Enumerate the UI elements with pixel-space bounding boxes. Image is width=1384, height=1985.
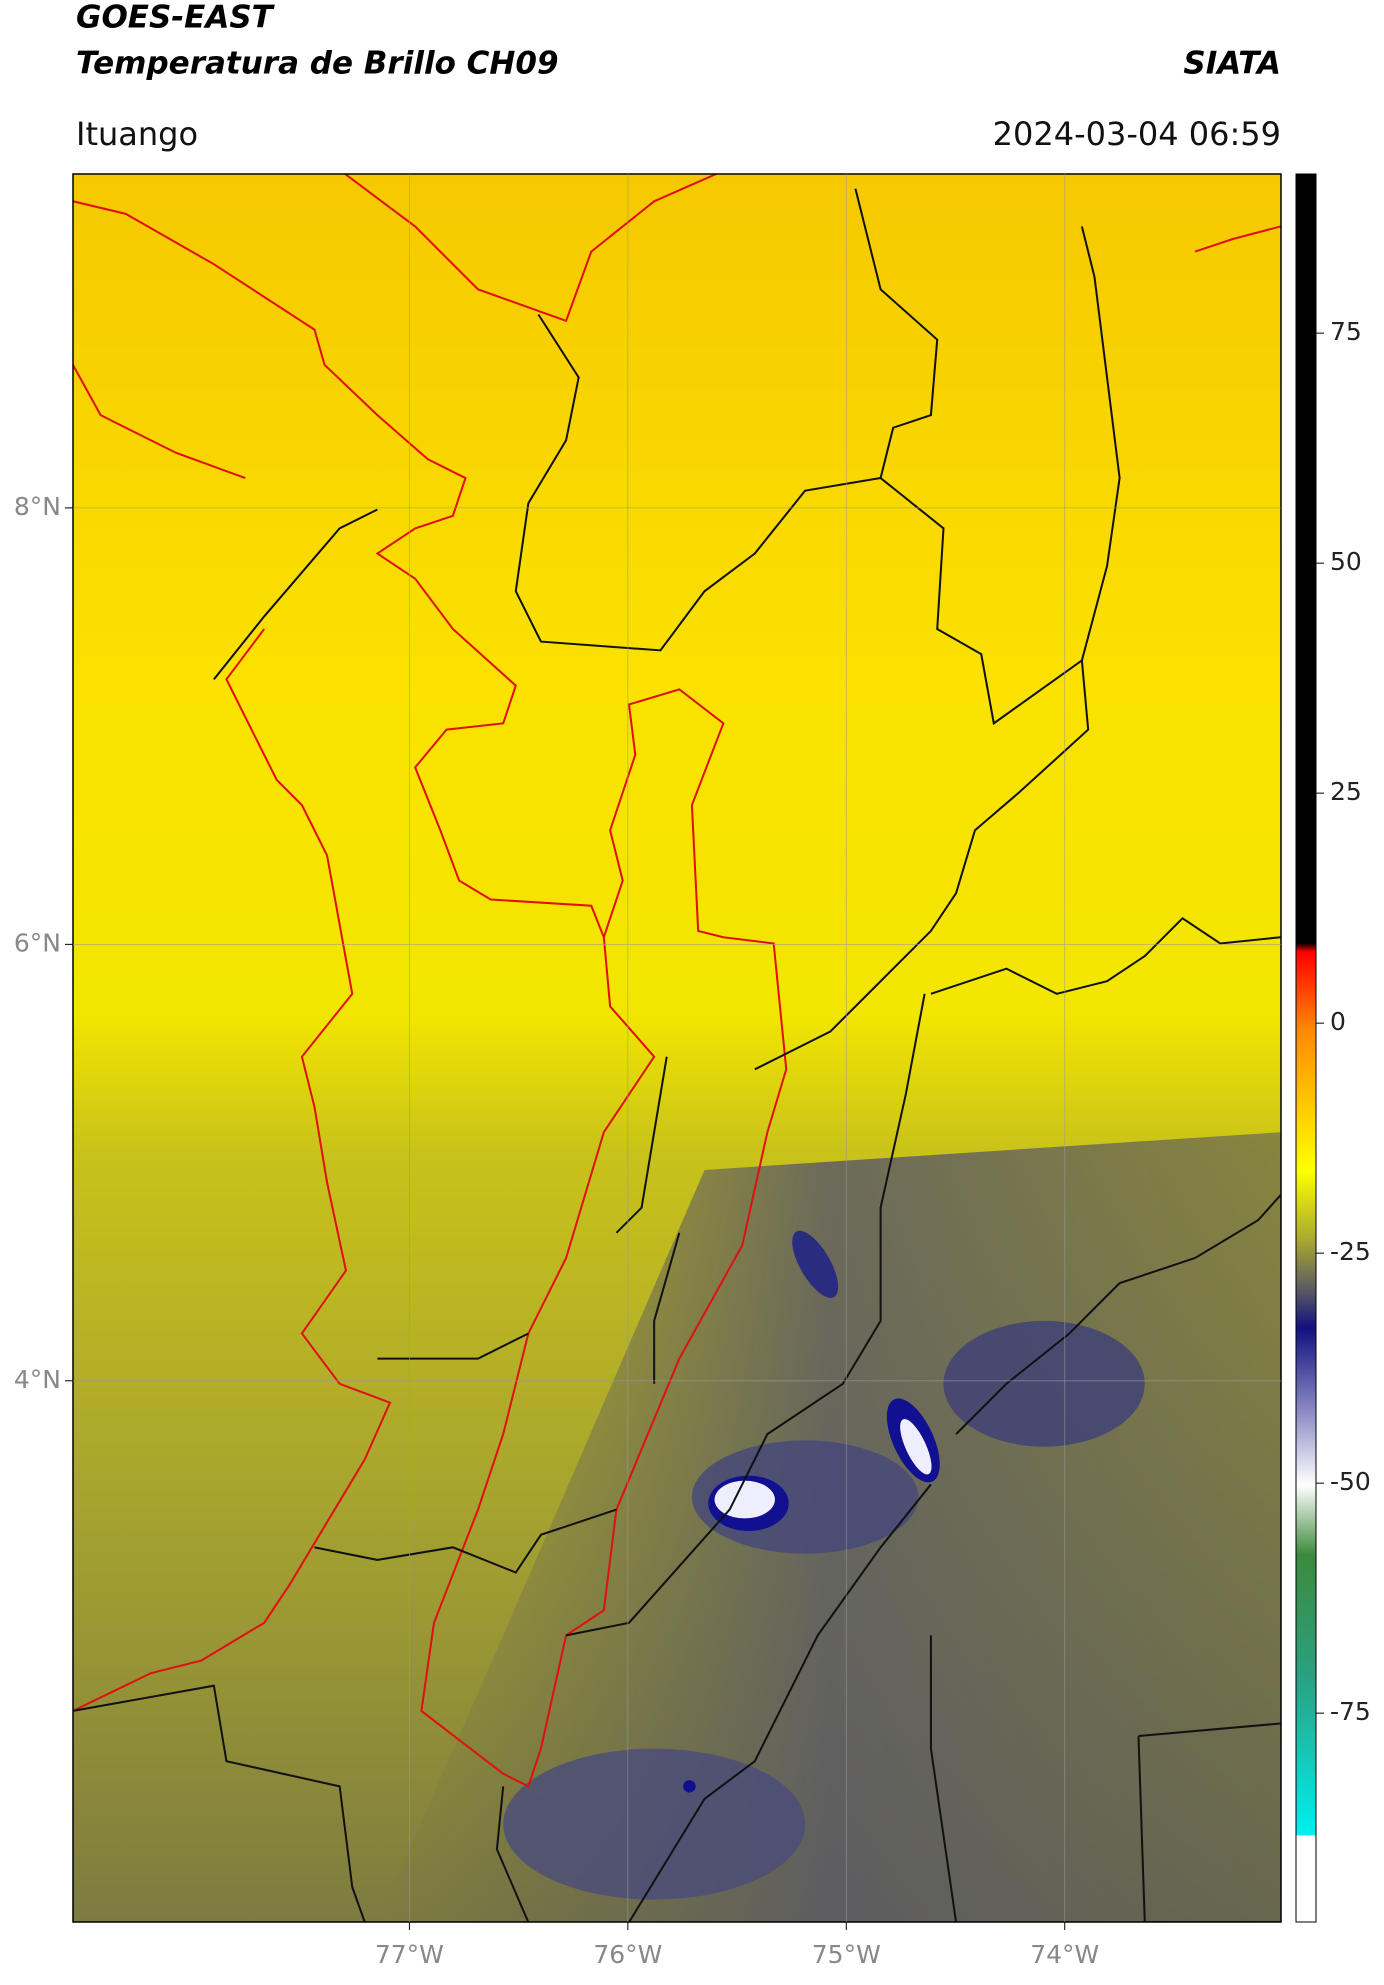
x-tick-label: 75°W	[812, 1940, 881, 1969]
subtitle: Temperatura de Brillo CH09	[76, 46, 559, 82]
colorbar-tick-label: -25	[1330, 1237, 1371, 1266]
map	[73, 174, 1281, 1922]
source: SIATA	[1183, 46, 1281, 82]
x-tick-label: 76°W	[593, 1940, 662, 1969]
colorbar-tick-label: 75	[1330, 317, 1362, 346]
colorbar-tick-label: 0	[1330, 1007, 1346, 1036]
x-tick-label: 77°W	[375, 1940, 444, 1969]
colorbar-tick-label: -75	[1330, 1697, 1371, 1726]
y-tick-label: 6°N	[14, 928, 61, 957]
colorbar-tick-label: 25	[1330, 777, 1362, 806]
datetime: 2024-03-04 06:59	[993, 115, 1281, 153]
title: GOES-EAST	[76, 0, 276, 36]
colorbar-tick-label: 50	[1330, 547, 1362, 576]
colorbar-tick-label: -50	[1330, 1467, 1371, 1496]
y-tick-label: 8°N	[14, 492, 61, 521]
region: Ituango	[76, 115, 198, 153]
colorbar	[1295, 173, 1317, 1923]
y-tick-label: 4°N	[14, 1365, 61, 1394]
map-frame	[72, 173, 1282, 1923]
x-tick-label: 74°W	[1030, 1940, 1099, 1969]
